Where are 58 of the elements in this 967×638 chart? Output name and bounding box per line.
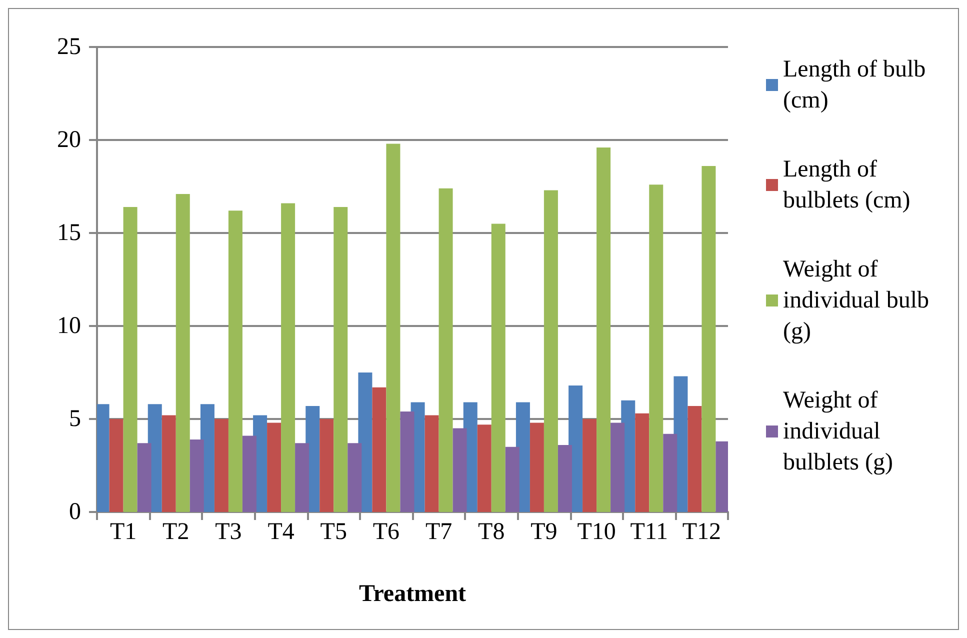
bar (372, 387, 386, 512)
x-tick-label: T11 (630, 519, 668, 545)
bar (688, 406, 702, 512)
x-tick-label: T9 (530, 519, 558, 545)
legend-label: Length of bulb (cm) (783, 56, 932, 114)
legend-label: Length of bulblets (cm) (783, 156, 910, 214)
bar (596, 147, 611, 512)
bar (702, 166, 716, 512)
bar (386, 144, 400, 512)
x-tick-label: T2 (162, 519, 190, 545)
x-axis-title: Treatment (358, 581, 466, 607)
bar (400, 412, 414, 512)
bar (491, 224, 506, 512)
bar (295, 443, 310, 512)
bar (109, 419, 124, 512)
bar (477, 424, 492, 512)
y-tick-label: 25 (57, 34, 81, 60)
bar (582, 419, 597, 512)
y-tick-label: 5 (69, 406, 81, 432)
bar (544, 190, 558, 512)
bar (505, 446, 520, 512)
x-tick-label: T6 (372, 519, 400, 545)
bar (452, 428, 467, 512)
bar (281, 203, 296, 512)
bar (663, 434, 678, 512)
y-tick-label: 20 (57, 127, 81, 153)
bar (242, 436, 256, 512)
x-tick-label: T3 (215, 519, 242, 545)
bar (320, 419, 334, 512)
bar (123, 206, 138, 512)
legend-label: Weight of individual bulblets (g) (783, 388, 893, 476)
x-tick-label: T10 (577, 519, 616, 545)
bar (176, 194, 190, 512)
bar (228, 210, 242, 512)
y-tick-label: 15 (57, 220, 81, 246)
bar (635, 413, 650, 512)
x-tick-label: T12 (682, 519, 722, 545)
bar (424, 415, 439, 512)
bar (334, 206, 348, 512)
bar (438, 188, 453, 512)
bar (267, 422, 282, 512)
x-tick-label: T5 (320, 519, 347, 545)
bar (348, 443, 362, 512)
x-tick-label: T8 (478, 519, 505, 545)
bar (162, 415, 176, 512)
x-tick-label: T1 (110, 519, 137, 545)
legend-label: Weight of individual bulb (g) (783, 256, 935, 344)
bar (137, 443, 152, 512)
bar (610, 422, 625, 512)
y-tick-label: 0 (69, 499, 81, 525)
x-tick-label: T7 (425, 519, 452, 545)
y-tick-label: 10 (57, 313, 81, 339)
bar (649, 184, 664, 512)
bar (214, 419, 228, 512)
x-tick-label: T4 (268, 519, 294, 545)
bar (190, 439, 204, 512)
bar (558, 445, 572, 512)
bar (530, 422, 544, 512)
